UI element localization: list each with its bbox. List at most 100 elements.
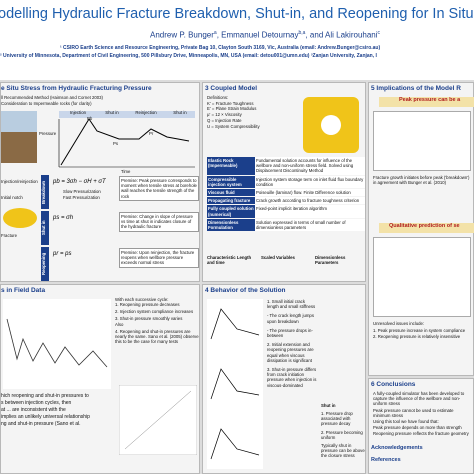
text: hich reopening and shut-in pressures to (1, 393, 89, 399)
field-chart (3, 299, 111, 389)
row-text: Fixed-point implicit iteration algorithm (255, 205, 365, 218)
list: Unresolved issues include: 1. Peak pressu… (373, 321, 471, 341)
model-sketch (303, 97, 359, 153)
wellbore (321, 115, 341, 135)
scale-label: Scaled Variables (261, 255, 295, 260)
row-label: Dimensionless Formulation (207, 218, 255, 232)
panel: 6 Conclusions A fully-coupled simulator … (368, 378, 474, 474)
heading: s in Field Data (1, 287, 46, 294)
text: K' = Fracture Toughness (207, 100, 254, 106)
row-label: Propagating fracture (207, 197, 255, 205)
reference-line (124, 390, 192, 450)
note: Fast Pressurization (63, 195, 100, 200)
caption: Fracture growth initiates before peak ('… (373, 175, 470, 186)
table-row: Viscous fluid Poiseuille (laminar) flow. … (207, 189, 365, 197)
heading: e Situ Stress from Hydraulic Fracturing … (1, 85, 152, 92)
authors: Andrew P. Bungera, Emmanuel Detournayb,a… (150, 30, 380, 40)
axis-label: Pressure (39, 131, 57, 136)
pressure-chart (58, 111, 195, 168)
heading: 4 Behavior of the Solution (205, 287, 286, 294)
model-table: Elastic Rock (Impermeable) Fundamental so… (207, 157, 365, 232)
row-text: Fundamental solution accounts for influe… (255, 157, 365, 175)
text: 1. Peak pressure increase in system comp… (373, 327, 466, 333)
sketch (3, 208, 37, 228)
text: implies an unlikely universal relationsh… (1, 414, 90, 420)
author-mark: a (213, 30, 217, 36)
field-curve (6, 318, 108, 368)
text: Typically shut in pressure can be above … (321, 443, 365, 459)
definitions: Definitions: K' = Fracture Toughness E' = … (207, 95, 267, 129)
panel: 4 Behavior of the Solution 1. Small init… (202, 284, 366, 474)
scale-label: Characteristic Length and time (207, 255, 252, 266)
text: Consideration to Impermeable rocks (for … (1, 101, 92, 106)
table-row: Dimensionless Formulation Solution expres… (207, 218, 365, 232)
curve (210, 368, 260, 400)
text: Reopening pressure reflects the fracture… (373, 431, 469, 437)
row-label: Fully coupled solution (numerical) (207, 205, 255, 218)
text: U = System Compressibility (207, 123, 260, 129)
heading: 5 Implications of the Model R (371, 85, 461, 92)
list: A fully-coupled simulator has been devel… (373, 391, 471, 438)
text: E' = Plane Strain Modulus (207, 106, 257, 112)
row-text: Crack growth according to fracture tough… (255, 197, 365, 205)
text: Q = Injection Rate (207, 117, 242, 123)
text: Unresolved issues include: (373, 321, 425, 326)
text: - The pressure drops in-between (267, 327, 313, 339)
author-mark: b,a (298, 30, 306, 36)
heading: 6 Conclusions (371, 381, 416, 388)
chart-image (373, 111, 471, 171)
text: 2. Injection system compliance increases (115, 308, 194, 314)
text: 2. Initial extension and reopening press… (267, 342, 314, 363)
header: odelling Hydraulic Fracture Breakdown, S… (0, 0, 474, 80)
curve (210, 428, 260, 460)
list: 1. Pressure drop associated with pressur… (321, 411, 365, 462)
chart-image (373, 237, 471, 317)
premise: Premise: Change in slope of pressure vs … (119, 212, 199, 232)
list: hich reopening and shut-in pressures to s… (1, 393, 111, 428)
stage-label: Breakdown (41, 175, 49, 209)
phase-labels: Injection Shut in Reinjection Shut in (61, 110, 197, 118)
text: Peak pressure cannot be used to estimate… (373, 407, 454, 418)
text: 1. Reopening pressure decreases (115, 302, 180, 308)
phase-label: Shut in (105, 110, 119, 115)
list: 1. Small initial crack length and small … (267, 299, 317, 392)
sketch-label: Injection/reinjection (1, 179, 38, 184)
table-row: Compressible injection system Injection s… (207, 175, 365, 189)
formula: pb = 3σh − σH + σT (53, 179, 106, 185)
heading: Acknowledgements (371, 445, 423, 451)
panel: e Situ Stress from Hydraulic Fracturing … (0, 82, 200, 282)
text: s between injection cycles, then (1, 400, 72, 406)
callout: Peak pressure can be a (379, 97, 474, 107)
author-name: , and Ali Lakirouhani (305, 30, 378, 40)
table-row: Fully coupled solution (numerical) Fixed-… (207, 205, 365, 218)
text: 2. Reopening pressure is relatively inse… (373, 334, 461, 340)
text: 3. Shut-in pressure smoothly varies (115, 315, 183, 321)
table-row: Propagating fracture Crack growth accordi… (207, 197, 365, 205)
sketch-label: Fracture (1, 233, 17, 238)
text: A fully-coupled simulator has been devel… (373, 391, 465, 407)
text: 2. Pressure becoming uniform (321, 429, 363, 440)
text: With each successive cycle: (115, 297, 169, 302)
phase-label: Injection (69, 110, 86, 115)
stage-label: Shut in (41, 211, 49, 245)
stages: Breakdown pb = 3σh − σH + σT Slow Pressuri… (41, 175, 199, 281)
text: ng and shut-in pressure (Sano et al. (1, 421, 81, 427)
note: Slow Pressurization (63, 189, 101, 194)
text: - The crack length jumps upon breakdown (267, 313, 314, 324)
chart-bg (207, 299, 263, 469)
callout: Qualitative prediction of se (379, 223, 474, 233)
sketch-label: Initial notch (1, 195, 23, 200)
text: at ... are inconsistent with the (1, 407, 66, 413)
phase-bar (59, 111, 195, 118)
row-label: Compressible injection system (207, 175, 255, 189)
scale-label: Dimensionless Parameters (315, 255, 346, 266)
table-row: Elastic Rock (Impermeable) Fundamental so… (207, 157, 365, 175)
curve (210, 308, 260, 340)
panel: 5 Implications of the Model R Peak press… (368, 82, 474, 376)
list: 1. Reopening pressure decreases 2. Inject… (115, 302, 199, 344)
text: ll Recommended Method (Haimson and Corne… (1, 95, 103, 100)
point-label: Ps (113, 141, 119, 146)
field-text: With each successive cycle: 1. Reopening… (115, 297, 199, 346)
point-label: Pb (87, 116, 93, 121)
pressure-curve (60, 118, 190, 166)
